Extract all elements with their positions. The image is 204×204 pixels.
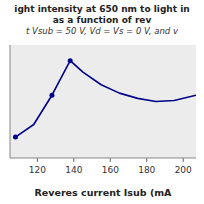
subtitle: t Vsub = 50 V, Vd = Vs = 0 V, and v [26, 26, 179, 36]
x-tick-label: 180 [138, 165, 155, 175]
chart: ight intensity at 650 nm to light inas a… [0, 0, 204, 204]
title: as a function of rev [53, 15, 152, 25]
x-tick [73, 158, 74, 162]
x-tick [37, 158, 38, 162]
point [68, 58, 73, 63]
plot-background [10, 45, 196, 158]
x-tick-label: 200 [175, 165, 192, 175]
point [13, 135, 18, 140]
point [49, 93, 54, 98]
x-tick-label: 160 [102, 165, 119, 175]
x-tick-label: 140 [65, 165, 82, 175]
x-tick [183, 158, 184, 162]
title: ight intensity at 650 nm to light in [14, 4, 189, 14]
x-tick [146, 158, 147, 162]
x-axis [10, 158, 196, 159]
x-tick-label: 120 [29, 165, 46, 175]
x-tick [110, 158, 111, 162]
x-axis-label: Reveres current Isub (mA [35, 187, 173, 198]
line [15, 61, 196, 137]
y-axis [10, 45, 11, 158]
plot-area [13, 58, 196, 139]
